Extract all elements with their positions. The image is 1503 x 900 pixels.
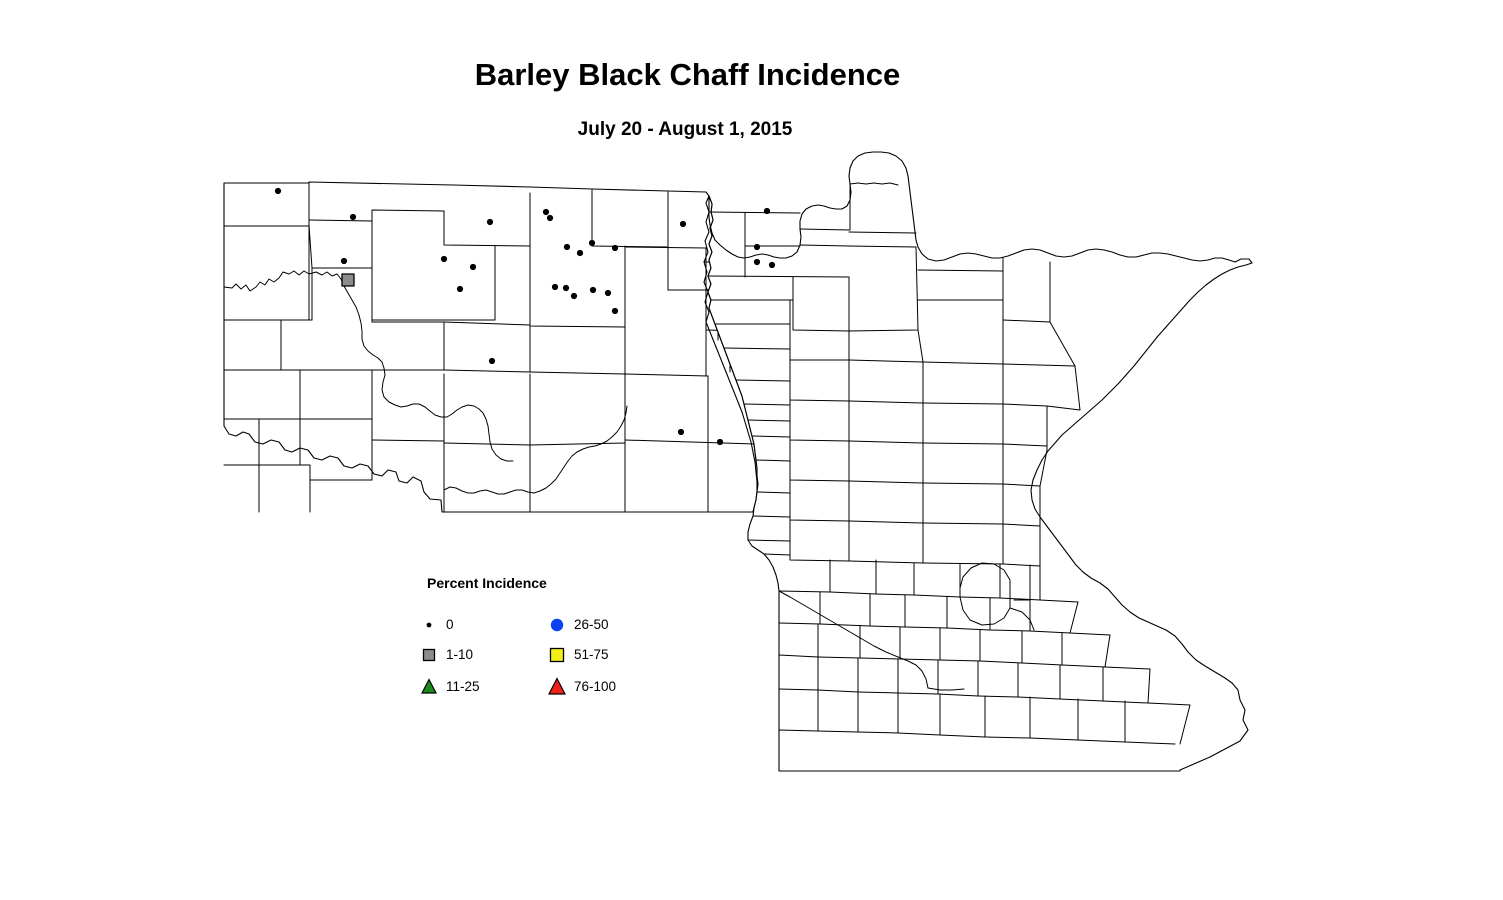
map-point-0 — [570, 292, 578, 300]
map-point-0 — [588, 239, 596, 247]
data-points — [274, 187, 776, 446]
page-title: Barley Black Chaff Incidence — [474, 57, 901, 92]
legend-title: Percent Incidence — [427, 575, 547, 591]
legend: Percent Incidence 0 1-10 11-25 26-50 — [418, 570, 678, 700]
missouri-river-lower — [443, 405, 628, 495]
map-point-0 — [753, 258, 761, 266]
map-point-0 — [716, 438, 724, 446]
map-point-0 — [456, 285, 464, 293]
page-subtitle: July 20 - August 1, 2015 — [577, 119, 793, 140]
legend-label-4: 51-75 — [574, 647, 609, 662]
map-point-0 — [604, 289, 612, 297]
legend-label-3: 26-50 — [574, 617, 609, 632]
mn-north-detail — [849, 182, 899, 186]
legend-label-2: 11-25 — [446, 679, 480, 694]
legend-symbol-yellow-square — [549, 647, 565, 663]
map-point-0 — [611, 244, 619, 252]
map-point-0 — [542, 208, 550, 216]
map-point-0 — [589, 286, 597, 294]
north-dakota-outline — [223, 181, 758, 513]
map-point-1-10 — [341, 273, 355, 287]
map-point-0 — [440, 255, 448, 263]
legend-symbol-small-dot — [426, 622, 432, 628]
map-point-0 — [274, 187, 282, 195]
map-geometry — [223, 151, 1253, 772]
map-point-0 — [768, 261, 776, 269]
map-point-0 — [562, 284, 570, 292]
map-point-0 — [551, 283, 559, 291]
map-point-0 — [763, 207, 771, 215]
map-point-0 — [677, 428, 685, 436]
legend-symbol-gray-square — [422, 648, 436, 662]
legend-label-0: 0 — [446, 617, 454, 632]
legend-symbol-green-triangle — [421, 678, 437, 694]
missouri-river — [223, 270, 514, 462]
map-point-0 — [349, 213, 357, 221]
map-point-0 — [753, 243, 761, 251]
map-point-0 — [563, 243, 571, 251]
legend-label-5: 76-100 — [574, 679, 617, 694]
mn-county-lines — [707, 183, 1191, 745]
legend-symbol-blue-circle — [550, 618, 564, 632]
legend-label-1: 1-10 — [446, 647, 474, 662]
map-point-0 — [576, 249, 584, 257]
map-point-0 — [488, 357, 496, 365]
map-point-0 — [469, 263, 477, 271]
map-point-0 — [679, 220, 687, 228]
minnesota-outline — [707, 151, 1253, 772]
map-point-0 — [340, 257, 348, 265]
map-point-0 — [546, 214, 554, 222]
map-point-0 — [611, 307, 619, 315]
map-point-0 — [486, 218, 494, 226]
legend-symbol-red-triangle — [548, 677, 566, 695]
